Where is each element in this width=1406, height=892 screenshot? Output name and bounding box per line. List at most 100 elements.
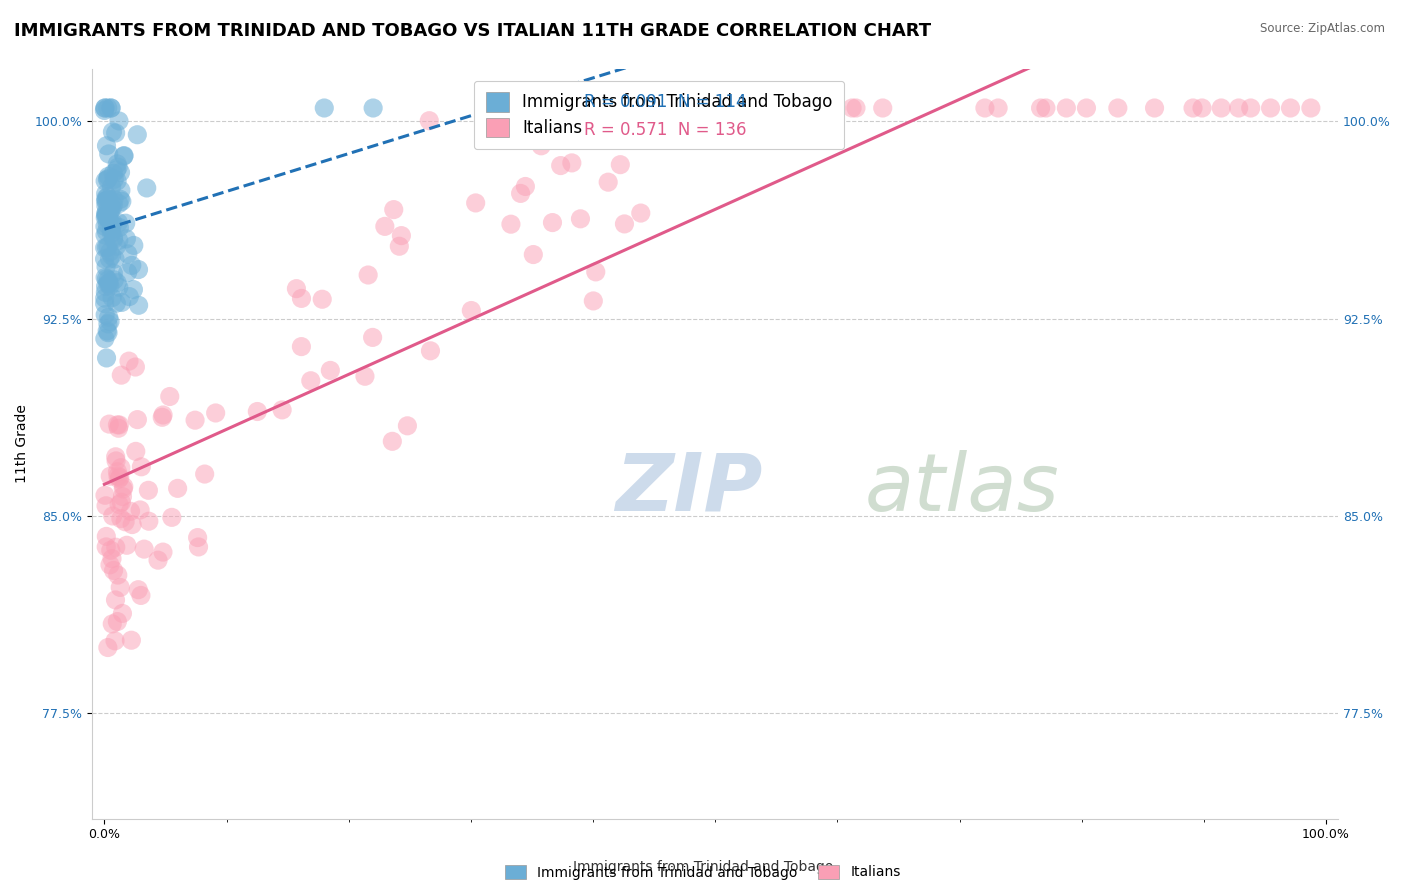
Point bbox=[285, 282, 308, 296]
Point bbox=[112, 482, 135, 496]
Point bbox=[112, 149, 135, 163]
Point bbox=[159, 390, 181, 404]
Point bbox=[184, 413, 207, 427]
Point bbox=[101, 216, 124, 230]
Legend: Immigrants from Trinidad and Tobago, Italians: Immigrants from Trinidad and Tobago, Ita… bbox=[474, 80, 845, 149]
Point bbox=[97, 147, 120, 161]
Point bbox=[94, 219, 117, 234]
Point bbox=[117, 247, 139, 261]
Point bbox=[94, 499, 117, 513]
Point bbox=[204, 406, 226, 420]
Point bbox=[630, 206, 652, 220]
Point bbox=[121, 517, 143, 532]
Point bbox=[671, 101, 693, 115]
Point bbox=[100, 101, 122, 115]
Point bbox=[120, 633, 142, 648]
Point bbox=[108, 472, 131, 486]
Point bbox=[98, 314, 121, 328]
Point bbox=[111, 194, 134, 209]
Point bbox=[592, 101, 614, 115]
Point bbox=[112, 148, 135, 162]
Point bbox=[103, 563, 125, 577]
Point bbox=[598, 175, 620, 189]
Point bbox=[100, 217, 122, 231]
Point bbox=[135, 181, 157, 195]
Point bbox=[97, 277, 120, 291]
Point bbox=[103, 172, 125, 186]
Point bbox=[354, 369, 377, 384]
Point bbox=[101, 508, 124, 523]
Point bbox=[105, 615, 128, 629]
Point bbox=[108, 220, 131, 235]
Point bbox=[97, 171, 120, 186]
Point bbox=[93, 241, 115, 255]
Point bbox=[96, 240, 118, 254]
Point bbox=[96, 540, 118, 554]
Point bbox=[96, 218, 118, 232]
Point bbox=[807, 101, 830, 115]
Point bbox=[1227, 101, 1250, 115]
Point bbox=[825, 101, 848, 115]
Point bbox=[94, 488, 117, 502]
Point bbox=[807, 101, 830, 115]
Point bbox=[150, 410, 173, 425]
Point bbox=[107, 234, 129, 248]
Point bbox=[569, 211, 592, 226]
Point bbox=[97, 310, 120, 324]
Point bbox=[418, 113, 440, 128]
Point bbox=[110, 295, 132, 310]
Point bbox=[110, 460, 132, 475]
Point bbox=[118, 354, 141, 368]
Point bbox=[122, 238, 145, 252]
Point bbox=[93, 296, 115, 310]
Point bbox=[110, 165, 132, 179]
Point bbox=[110, 511, 132, 525]
Point bbox=[120, 504, 142, 518]
Point bbox=[104, 252, 127, 266]
Point bbox=[131, 459, 153, 474]
Point bbox=[541, 216, 564, 230]
Point bbox=[678, 131, 700, 145]
Point bbox=[311, 292, 333, 306]
Point bbox=[108, 498, 131, 512]
Point bbox=[98, 252, 121, 266]
Point bbox=[103, 192, 125, 206]
Point bbox=[419, 343, 441, 358]
Point bbox=[97, 640, 120, 655]
Point bbox=[101, 616, 124, 631]
Point bbox=[724, 101, 747, 115]
Point bbox=[94, 260, 117, 274]
Point bbox=[530, 138, 553, 153]
Point bbox=[107, 469, 129, 483]
Point bbox=[93, 252, 115, 266]
Point bbox=[96, 172, 118, 186]
Point bbox=[96, 225, 118, 239]
Point bbox=[98, 244, 121, 259]
Point bbox=[103, 230, 125, 244]
Point bbox=[100, 249, 122, 263]
Point bbox=[107, 280, 129, 294]
Point bbox=[108, 470, 131, 484]
Point bbox=[100, 543, 122, 558]
Point bbox=[107, 160, 129, 174]
Point bbox=[103, 232, 125, 246]
Point bbox=[194, 467, 217, 481]
Point bbox=[571, 103, 593, 118]
Text: Immigrants from Trinidad and Tobago: Immigrants from Trinidad and Tobago bbox=[572, 860, 834, 874]
Point bbox=[96, 529, 118, 543]
Point bbox=[987, 101, 1010, 115]
Point bbox=[127, 582, 149, 597]
Point bbox=[299, 374, 322, 388]
Point bbox=[114, 515, 136, 529]
Point bbox=[108, 196, 131, 211]
Point bbox=[105, 296, 128, 310]
Point bbox=[388, 239, 411, 253]
Point bbox=[103, 273, 125, 287]
Point bbox=[97, 169, 120, 184]
Point bbox=[104, 633, 127, 648]
Point bbox=[146, 553, 169, 567]
Point bbox=[94, 209, 117, 223]
Point bbox=[94, 228, 117, 243]
Point bbox=[103, 198, 125, 212]
Point bbox=[1182, 101, 1205, 115]
